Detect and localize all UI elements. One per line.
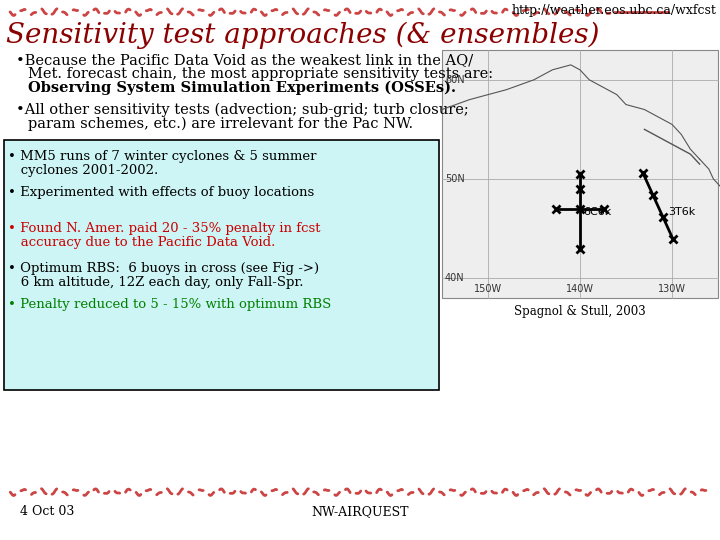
Text: 50N: 50N xyxy=(445,174,464,184)
Text: • MM5 runs of 7 winter cyclones & 5 summer: • MM5 runs of 7 winter cyclones & 5 summ… xyxy=(8,150,317,163)
Text: 6C6k: 6C6k xyxy=(583,207,611,217)
Text: Spagnol & Stull, 2003: Spagnol & Stull, 2003 xyxy=(514,305,646,318)
Text: NW-AIRQUEST: NW-AIRQUEST xyxy=(311,505,409,518)
FancyBboxPatch shape xyxy=(4,140,439,390)
Text: Observing System Simulation Experiments (OSSEs).: Observing System Simulation Experiments … xyxy=(28,81,456,96)
Text: 4 Oct 03: 4 Oct 03 xyxy=(20,505,74,518)
Text: param schemes, etc.) are irrelevant for the Pac NW.: param schemes, etc.) are irrelevant for … xyxy=(28,117,413,131)
Text: 3T6k: 3T6k xyxy=(668,207,695,217)
Text: 60N: 60N xyxy=(445,75,464,85)
Text: 40N: 40N xyxy=(445,273,464,283)
Text: Sensitivity test approaches (& ensembles): Sensitivity test approaches (& ensembles… xyxy=(6,22,600,49)
Text: • Penalty reduced to 5 - 15% with optimum RBS: • Penalty reduced to 5 - 15% with optimu… xyxy=(8,298,331,311)
Text: http://weather.eos.ubc.ca/wxfcst: http://weather.eos.ubc.ca/wxfcst xyxy=(511,4,716,17)
Text: • Experimented with effects of buoy locations: • Experimented with effects of buoy loca… xyxy=(8,186,314,199)
Text: 130W: 130W xyxy=(658,284,686,294)
Text: accuracy due to the Pacific Data Void.: accuracy due to the Pacific Data Void. xyxy=(8,236,275,249)
Text: • Found N. Amer. paid 20 - 35% penalty in fcst: • Found N. Amer. paid 20 - 35% penalty i… xyxy=(8,222,320,235)
FancyBboxPatch shape xyxy=(442,50,718,298)
Text: • Optimum RBS:  6 buoys in cross (see Fig ->): • Optimum RBS: 6 buoys in cross (see Fig… xyxy=(8,262,319,275)
Text: 140W: 140W xyxy=(566,284,594,294)
Text: •All other sensitivity tests (advection; sub-grid; turb closure;: •All other sensitivity tests (advection;… xyxy=(16,103,469,117)
Text: cyclones 2001-2002.: cyclones 2001-2002. xyxy=(8,164,158,177)
Text: •Because the Pacific Data Void as the weakest link in the AQ/: •Because the Pacific Data Void as the we… xyxy=(16,53,473,67)
Text: Met. forecast chain, the most appropriate sensitivity tests are:: Met. forecast chain, the most appropriat… xyxy=(28,67,493,81)
Text: 150W: 150W xyxy=(474,284,502,294)
Text: 6 km altitude, 12Z each day, only Fall-Spr.: 6 km altitude, 12Z each day, only Fall-S… xyxy=(8,276,304,289)
